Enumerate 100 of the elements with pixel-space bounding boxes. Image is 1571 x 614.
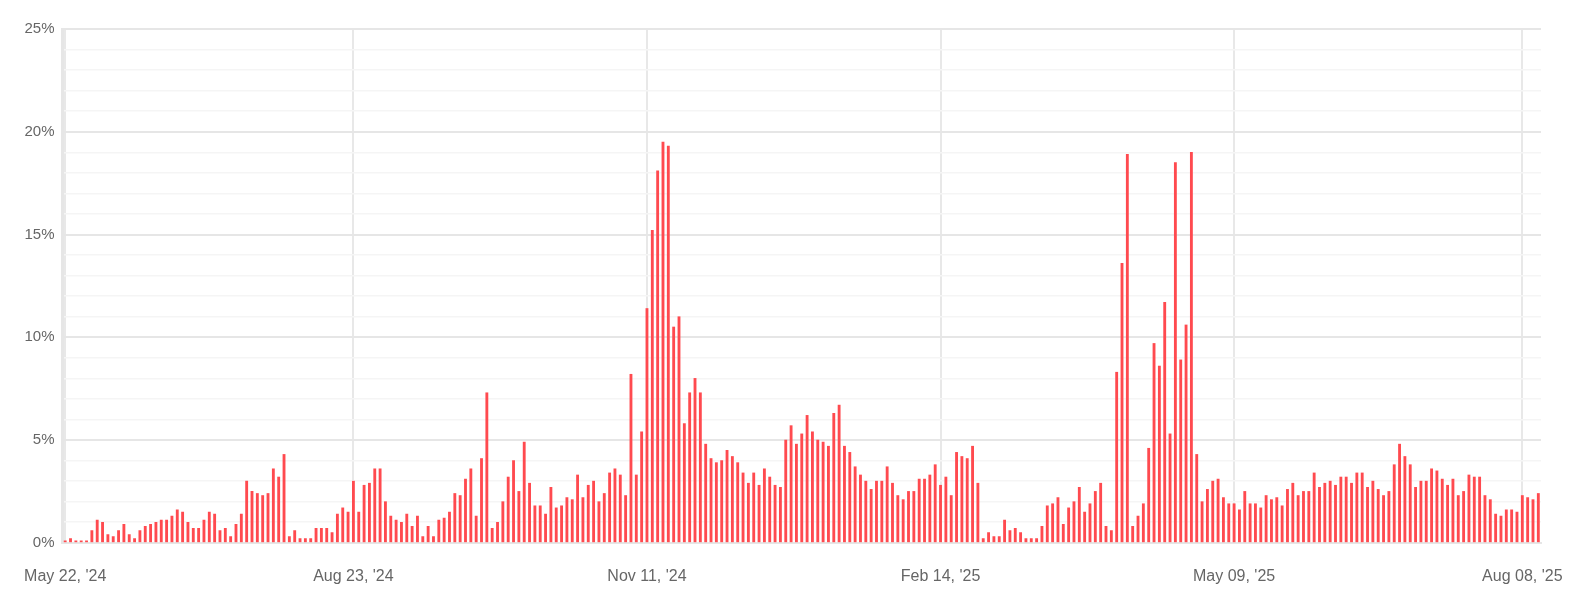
bar bbox=[827, 445, 830, 543]
bar bbox=[1216, 478, 1220, 543]
bar bbox=[1478, 476, 1482, 543]
bar bbox=[1067, 507, 1071, 543]
bar bbox=[410, 526, 414, 543]
bar bbox=[1264, 495, 1268, 543]
bar bbox=[277, 476, 281, 543]
bar bbox=[1173, 162, 1177, 543]
bar bbox=[544, 513, 547, 543]
bar bbox=[1328, 480, 1332, 543]
bar bbox=[255, 493, 259, 543]
bar bbox=[992, 536, 996, 543]
bar bbox=[800, 433, 804, 543]
bar bbox=[1339, 476, 1343, 543]
y-tick-label: 25% bbox=[24, 19, 55, 37]
bar bbox=[891, 482, 894, 543]
bar bbox=[576, 474, 580, 543]
bar bbox=[1227, 503, 1231, 543]
bar bbox=[971, 445, 974, 543]
bar bbox=[512, 460, 515, 543]
bar bbox=[362, 484, 366, 543]
bar bbox=[346, 511, 350, 543]
bar bbox=[1019, 532, 1023, 543]
bar bbox=[1003, 519, 1007, 543]
bar bbox=[1141, 503, 1145, 543]
bar bbox=[773, 484, 777, 543]
bar bbox=[1093, 491, 1097, 543]
bar bbox=[864, 480, 868, 543]
bar bbox=[965, 458, 969, 543]
bar bbox=[976, 482, 980, 543]
bar bbox=[1488, 499, 1492, 543]
bar bbox=[720, 460, 724, 543]
bar bbox=[1430, 468, 1434, 543]
bar bbox=[1312, 472, 1316, 543]
bar bbox=[1504, 509, 1508, 543]
bar bbox=[832, 412, 836, 543]
bar bbox=[133, 538, 137, 543]
bar bbox=[127, 534, 131, 543]
bar bbox=[223, 528, 227, 543]
bar bbox=[1083, 511, 1087, 543]
bar bbox=[698, 392, 702, 543]
bar bbox=[1376, 489, 1380, 543]
bar bbox=[880, 480, 884, 543]
bar bbox=[1494, 513, 1498, 543]
bar bbox=[853, 466, 857, 543]
bar bbox=[1419, 480, 1423, 543]
bar bbox=[549, 486, 553, 543]
bar bbox=[875, 480, 878, 543]
bar bbox=[944, 476, 948, 543]
bar bbox=[1392, 464, 1396, 543]
bar bbox=[1259, 507, 1263, 543]
bar bbox=[618, 474, 622, 543]
bar bbox=[960, 456, 964, 543]
x-tick-label: May 09, '25 bbox=[1192, 566, 1276, 584]
y-tick-label: 5% bbox=[32, 430, 55, 448]
bar bbox=[90, 530, 94, 543]
bar bbox=[896, 495, 900, 543]
bar bbox=[1350, 482, 1353, 543]
bar bbox=[271, 468, 275, 543]
bar bbox=[533, 505, 537, 543]
bar bbox=[1291, 482, 1295, 543]
bar bbox=[154, 521, 158, 543]
bar bbox=[586, 484, 590, 543]
bar bbox=[1061, 523, 1065, 543]
bar bbox=[528, 482, 531, 543]
bar bbox=[522, 441, 526, 543]
bar bbox=[1462, 491, 1466, 543]
bar bbox=[933, 464, 937, 543]
bar bbox=[1195, 454, 1199, 543]
bar bbox=[1163, 302, 1167, 543]
bar bbox=[261, 495, 265, 543]
bar bbox=[287, 536, 291, 543]
bar bbox=[565, 497, 569, 543]
bar bbox=[1446, 484, 1450, 543]
bar bbox=[175, 509, 179, 543]
bar bbox=[811, 431, 814, 543]
bar bbox=[149, 523, 153, 543]
bar bbox=[1334, 484, 1337, 543]
bar bbox=[319, 528, 323, 543]
bar bbox=[1371, 480, 1375, 543]
bar bbox=[1200, 501, 1204, 543]
bar bbox=[1280, 505, 1284, 543]
bar bbox=[1109, 530, 1113, 543]
bar bbox=[901, 499, 905, 543]
bar bbox=[1382, 495, 1385, 543]
bar bbox=[485, 392, 489, 543]
bar bbox=[341, 507, 345, 543]
bar bbox=[517, 491, 521, 543]
bar bbox=[912, 491, 916, 543]
bar bbox=[1035, 538, 1039, 543]
y-tick-label: 20% bbox=[24, 121, 55, 139]
bar bbox=[1408, 464, 1412, 543]
bar bbox=[1115, 371, 1119, 543]
bar bbox=[373, 468, 377, 543]
bar bbox=[421, 536, 425, 543]
bar bbox=[1398, 443, 1401, 543]
bar bbox=[122, 523, 126, 543]
x-tick-label: Nov 11, '24 bbox=[607, 566, 687, 584]
bar bbox=[805, 415, 809, 543]
bar bbox=[917, 478, 921, 543]
